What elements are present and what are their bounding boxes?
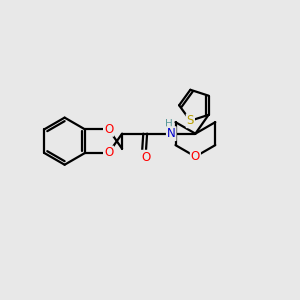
Text: O: O xyxy=(191,150,200,163)
Text: S: S xyxy=(187,114,194,127)
Text: O: O xyxy=(104,146,113,159)
Text: H: H xyxy=(165,119,173,129)
Text: O: O xyxy=(141,151,150,164)
Text: N: N xyxy=(167,127,176,140)
Text: O: O xyxy=(104,123,113,136)
